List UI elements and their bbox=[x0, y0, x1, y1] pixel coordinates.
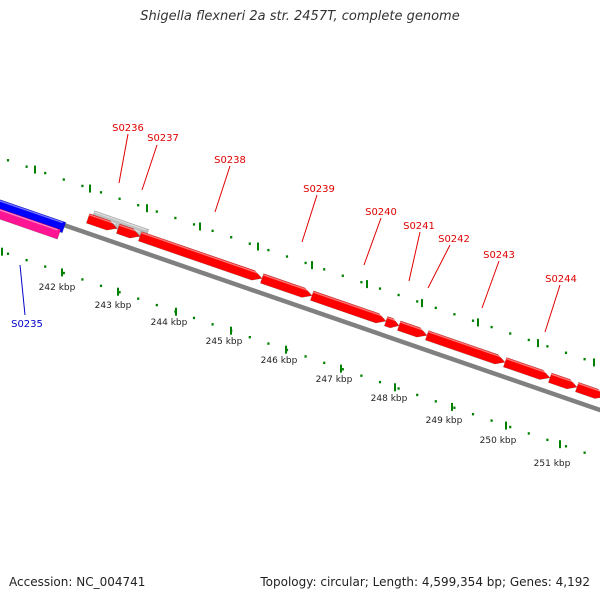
genome-summary: Topology: circular; Length: 4,599,354 bp… bbox=[260, 575, 590, 589]
scale-label: 243 kbp bbox=[95, 301, 132, 311]
leader-line bbox=[363, 217, 382, 266]
gene-label-s0240: S0240 bbox=[365, 207, 397, 218]
gene-arrow-highlight bbox=[89, 214, 116, 225]
leader-line bbox=[427, 244, 451, 289]
gene-arrow-highlight bbox=[0, 206, 58, 231]
label-leader-lines bbox=[19, 133, 561, 333]
gene-arrow-highlight bbox=[263, 274, 311, 292]
scale-label: 248 kbp bbox=[371, 394, 408, 404]
gene-arrow-body bbox=[547, 372, 578, 390]
scale-label: 246 kbp bbox=[261, 356, 298, 366]
rna-gene bbox=[0, 205, 62, 240]
leader-line bbox=[214, 165, 231, 213]
scale-label: 247 kbp bbox=[316, 375, 353, 385]
forward-gene bbox=[502, 357, 551, 380]
gene-label-s0244: S0244 bbox=[545, 274, 577, 285]
forward-gene bbox=[85, 213, 118, 231]
gene-arrow-highlight bbox=[387, 316, 399, 322]
leader-line bbox=[408, 231, 421, 282]
scale-labels: 242 kbp 243 kbp 244 kbp 245 kbp 246 kbp 247 k… bbox=[39, 283, 571, 469]
gene-arrow-highlight bbox=[94, 211, 146, 231]
forward-gene bbox=[574, 381, 600, 399]
forward-gene bbox=[396, 320, 428, 338]
accession-label: Accession: NC_004741 bbox=[9, 575, 146, 589]
gene-arrow-body bbox=[115, 223, 141, 239]
gene-arrow-body bbox=[502, 357, 551, 380]
scale-label: 249 kbp bbox=[426, 416, 463, 426]
gene-label-s0242: S0242 bbox=[438, 234, 470, 245]
forward-gene bbox=[383, 316, 400, 329]
map-title: Shigella flexneri 2a str. 2457T, complet… bbox=[140, 9, 460, 24]
leader-line bbox=[19, 264, 26, 316]
forward-gene bbox=[115, 223, 141, 239]
leader-line bbox=[118, 133, 129, 184]
backbone-line bbox=[0, 200, 600, 413]
gene-arrow-highlight bbox=[400, 321, 426, 332]
scale-label: 242 kbp bbox=[39, 283, 76, 293]
gene-label-s0235: S0235 bbox=[11, 319, 43, 330]
gene-arrow-highlight bbox=[428, 331, 504, 359]
scale-label: 245 kbp bbox=[206, 337, 243, 347]
gene-arrow-highlight bbox=[0, 197, 64, 224]
forward-gene bbox=[137, 231, 263, 281]
leader-line bbox=[141, 144, 158, 191]
forward-gene bbox=[424, 330, 506, 365]
forward-gene bbox=[309, 290, 387, 324]
lower-tick-ring bbox=[1, 247, 586, 454]
gene-arrow-body bbox=[85, 213, 118, 231]
gene-arrow-body bbox=[309, 290, 387, 324]
scale-label: 244 kbp bbox=[151, 318, 188, 328]
forward-gene bbox=[547, 372, 578, 390]
gene-arrow-highlight bbox=[578, 382, 600, 393]
gene-arrow-body bbox=[574, 381, 600, 399]
gene-arrow-highlight bbox=[119, 224, 139, 233]
gene-label-s0239: S0239 bbox=[303, 184, 335, 195]
gene-arrow-body bbox=[424, 330, 506, 365]
gene-label-s0237: S0237 bbox=[147, 133, 179, 144]
gene-arrow-body bbox=[396, 320, 428, 338]
gene-label-s0238: S0238 bbox=[214, 155, 246, 166]
scale-label: 251 kbp bbox=[534, 459, 571, 469]
gene-arrow-highlight bbox=[551, 373, 576, 384]
gene-arrow-highlight bbox=[141, 232, 261, 275]
genome-backbone bbox=[0, 200, 600, 413]
leader-line bbox=[301, 194, 318, 243]
scale-label: 250 kbp bbox=[480, 436, 517, 446]
forward-gene bbox=[259, 273, 313, 298]
gene-arrow-body bbox=[259, 273, 313, 298]
gene-arrow-body bbox=[137, 231, 263, 281]
gene-label-s0241: S0241 bbox=[403, 221, 435, 232]
gene-features bbox=[0, 197, 600, 399]
gene-arrow-body bbox=[0, 205, 62, 240]
gene-arrow-body bbox=[383, 316, 400, 329]
leader-line bbox=[481, 260, 500, 309]
gene-label-s0236: S0236 bbox=[112, 123, 144, 134]
gene-arrow-highlight bbox=[506, 357, 549, 374]
leader-line bbox=[544, 284, 561, 333]
upper-tick-ring bbox=[6, 159, 595, 367]
gene-label-s0243: S0243 bbox=[483, 250, 515, 261]
gene-arrow-highlight bbox=[313, 291, 385, 318]
